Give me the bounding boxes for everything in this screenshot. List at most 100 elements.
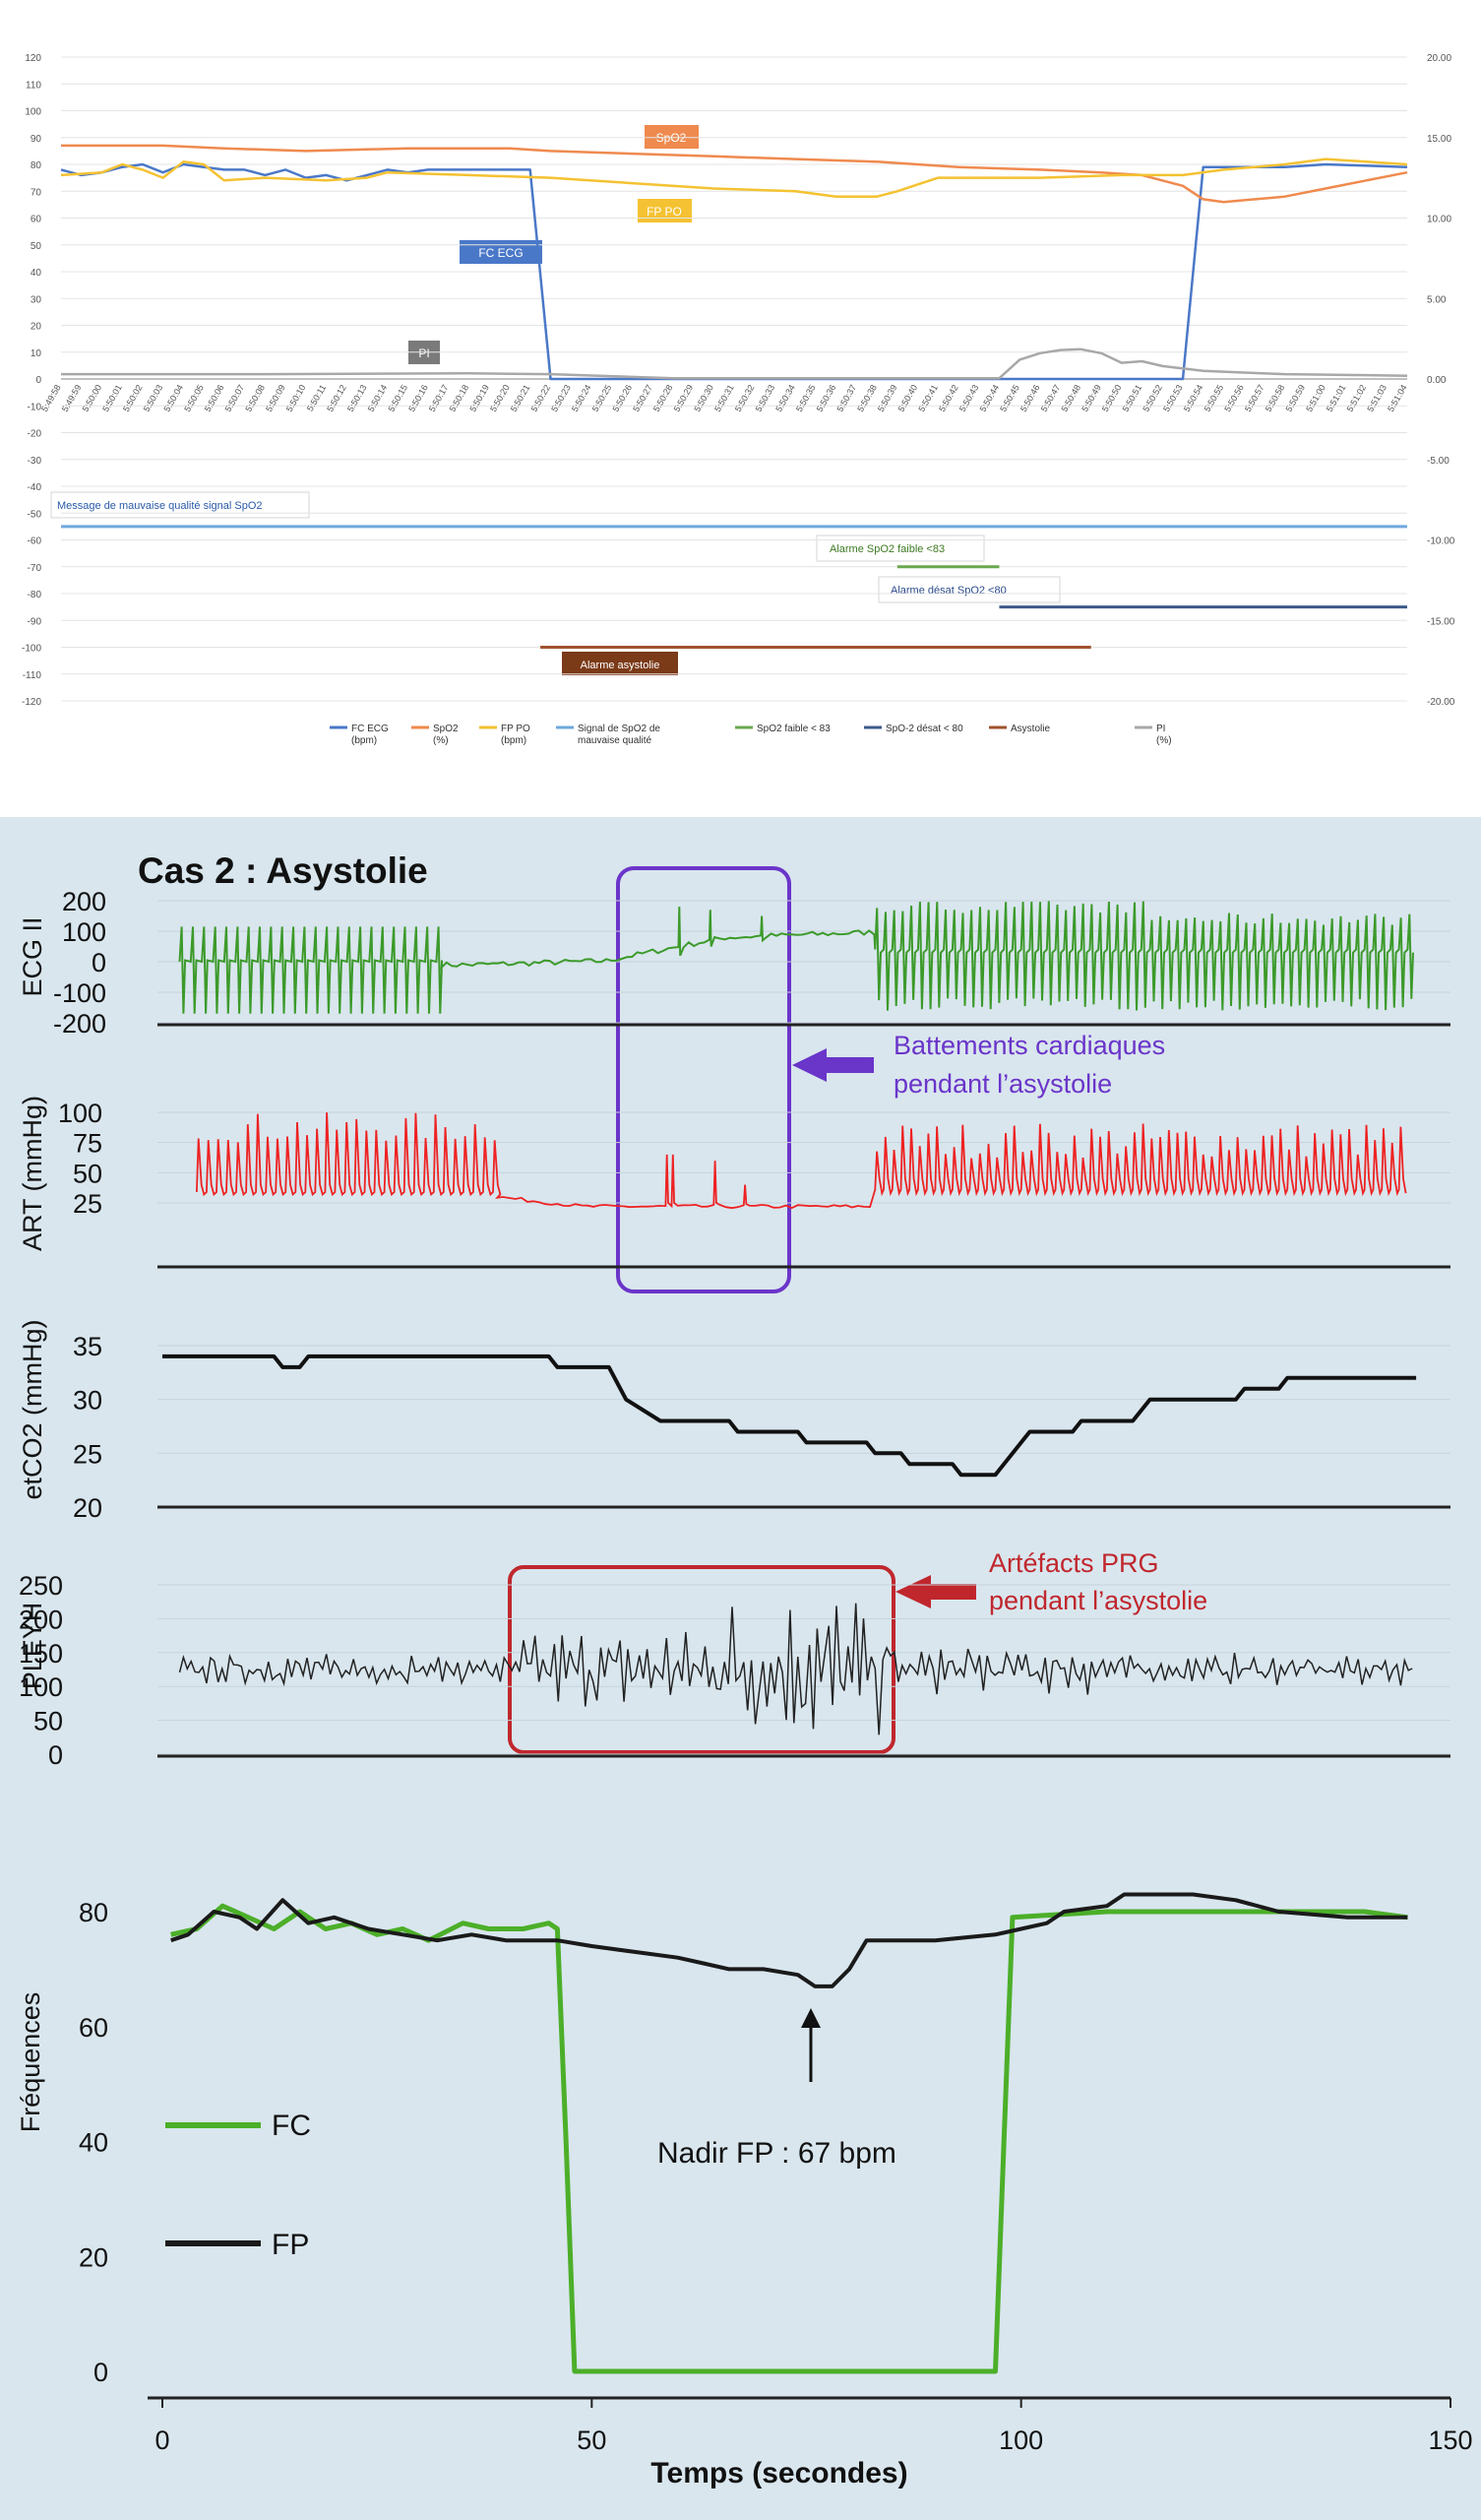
- top-y-tick: 70: [31, 187, 42, 198]
- panel-y-tick: 100: [62, 917, 106, 947]
- legend-label-pi: PI: [1156, 724, 1165, 734]
- panel-y-tick: 100: [58, 1099, 102, 1128]
- label-fc-ecg: FC ECG: [478, 246, 523, 260]
- red-annotation-line2: pendant l’asystolie: [989, 1586, 1207, 1615]
- panel-y-tick: -100: [53, 978, 106, 1008]
- top-y2-tick: 15.00: [1427, 134, 1451, 145]
- series-line-spo2: [61, 144, 1408, 204]
- fp-legend-label: FP: [272, 2229, 309, 2261]
- x-tick-label: 100: [999, 2426, 1043, 2455]
- top-y-tick: 0: [35, 375, 41, 386]
- purple-annotation-line1: Battements cardiaques: [894, 1031, 1165, 1060]
- panel-y-tick: 100: [19, 1672, 63, 1702]
- series-line-fppo: [60, 158, 1408, 198]
- fc-legend-label: FC: [272, 2110, 311, 2142]
- panel-y-tick: 20: [73, 1493, 102, 1523]
- legend-label-signal_quality: Signal de SpO2 de: [578, 724, 660, 734]
- purple-highlight-box: [616, 866, 791, 1293]
- chart-title: Cas 2 : Asystolie: [138, 850, 428, 891]
- series-line-fc_ecg: [60, 162, 1408, 381]
- top-y-tick: 40: [31, 268, 42, 279]
- top-y-tick: 90: [31, 134, 42, 145]
- top-y2-tick: 10.00: [1427, 215, 1451, 225]
- top-y-tick: 80: [31, 160, 42, 171]
- top-y-tick: -70: [28, 563, 42, 574]
- top-y-tick: 60: [31, 215, 42, 225]
- legend-label-fppo: FP PO: [501, 724, 530, 734]
- top-y2-tick: -10.00: [1427, 536, 1455, 547]
- purple-annotation-line2: pendant l’asystolie: [894, 1069, 1112, 1099]
- top-y2-tick: 0.00: [1427, 375, 1447, 386]
- ylabel-etco2: etCO2 (mmHg): [18, 1319, 47, 1499]
- top-y-tick: 100: [25, 107, 41, 118]
- top-y-tick: 50: [31, 241, 42, 252]
- x-tick-label: 0: [154, 2426, 169, 2455]
- x-tick-label: 50: [577, 2426, 606, 2455]
- label-pi: PI: [418, 346, 429, 360]
- top-y-tick: 10: [31, 348, 42, 359]
- freq-y-tick: 0: [93, 2358, 108, 2387]
- top-y2-tick: -5.00: [1427, 456, 1450, 467]
- nadir-annotation: Nadir FP : 67 bpm: [657, 2137, 896, 2170]
- panel-y-tick: 0: [92, 948, 106, 977]
- chart-marks: 1201101009080706050403020100-10-20-30-40…: [19, 53, 1473, 2455]
- red-highlight-box: [508, 1565, 895, 1754]
- purple-arrow: [792, 1048, 874, 1082]
- top-y-tick: -10: [28, 402, 42, 412]
- top-y-tick: -110: [23, 670, 42, 681]
- panel-y-tick: 150: [19, 1639, 63, 1669]
- legend-label-signal_quality: mauvaise qualité: [578, 735, 651, 746]
- top-y-tick: -50: [28, 509, 42, 520]
- top-y-tick: -40: [28, 482, 42, 493]
- top-y-tick: -100: [22, 644, 41, 655]
- top-y-tick: 120: [25, 53, 41, 64]
- legend-label-fc_ecg: FC ECG: [351, 724, 389, 734]
- panel-y-tick: 25: [73, 1189, 102, 1219]
- panel-y-tick: -200: [53, 1009, 106, 1039]
- legend-label-pi: (%): [1156, 735, 1172, 746]
- legend-label-fppo: (bpm): [501, 735, 526, 746]
- panel-y-tick: 50: [73, 1159, 102, 1188]
- top-y-tick: -30: [28, 456, 42, 467]
- ylabel-pleyh: PLEYH: [18, 1603, 47, 1690]
- freq-line-fc: [170, 1903, 1408, 2374]
- etco2-line: [162, 1354, 1417, 1478]
- legend-label-asystole: Asystolie: [1011, 724, 1050, 734]
- top-y2-tick: 5.00: [1427, 294, 1447, 305]
- x-tick-label: 150: [1428, 2426, 1472, 2455]
- red-arrow: [895, 1575, 976, 1608]
- panel-y-tick: 75: [73, 1129, 102, 1159]
- ecg-waveform: [178, 901, 1414, 1014]
- top-y-tick: -120: [22, 697, 41, 708]
- pleyh-waveform: [178, 1603, 1413, 1735]
- legend-label-fc_ecg: (bpm): [351, 735, 377, 746]
- top-y-tick: -90: [28, 616, 42, 627]
- legend-label-spo2_low: SpO2 faible < 83: [757, 724, 831, 734]
- freq-y-tick: 20: [79, 2242, 108, 2272]
- label-alarm-low: Alarme SpO2 faible <83: [830, 543, 945, 555]
- top-chart-panel: [0, 0, 1481, 817]
- label-alarm-desat: Alarme désat SpO2 <80: [891, 585, 1007, 597]
- ylabel-ecg: ECG II: [18, 916, 47, 996]
- freq-line-fp: [170, 1892, 1408, 1988]
- panel-y-tick: 30: [73, 1386, 102, 1416]
- label-fppo: FP PO: [647, 205, 682, 219]
- freq-y-tick: 60: [79, 2013, 108, 2043]
- top-y-tick: 30: [31, 294, 42, 305]
- top-x-tick: 5:50:10: [284, 383, 308, 413]
- top-y2-tick: -20.00: [1427, 697, 1455, 708]
- panel-y-tick: 50: [33, 1707, 63, 1736]
- panel-y-tick: 0: [48, 1740, 63, 1770]
- red-annotation-line1: Artéfacts PRG: [989, 1548, 1159, 1578]
- legend-label-spo2_desat: SpO-2 désat < 80: [886, 724, 963, 734]
- panel-y-tick: 200: [19, 1605, 63, 1634]
- xlabel-temps: Temps (secondes): [650, 2457, 907, 2489]
- panel-y-tick: 25: [73, 1439, 102, 1469]
- panel-y-tick: 35: [73, 1332, 102, 1361]
- label-quality-message: Message de mauvaise qualité signal SpO2: [57, 500, 263, 512]
- nadir-arrowhead: [801, 2008, 821, 2028]
- top-x-tick: 5:51:04: [1386, 383, 1409, 413]
- top-y-tick: 110: [26, 80, 41, 91]
- art-waveform: [196, 1112, 1407, 1210]
